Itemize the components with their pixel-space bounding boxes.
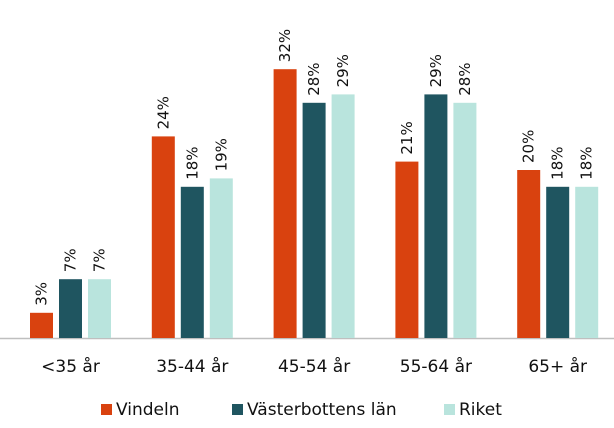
data-label: 24%: [154, 96, 172, 129]
legend-label: Västerbottens län: [247, 400, 397, 420]
bar: [517, 170, 541, 338]
x-tick-label: 55-64 år: [400, 356, 472, 377]
bar: [59, 279, 82, 338]
legend-swatch: [232, 404, 243, 415]
bar: [88, 279, 111, 338]
legend-swatch: [444, 404, 455, 415]
bar: [273, 69, 297, 338]
x-tick-label: 65+ år: [528, 356, 587, 377]
bar: [151, 136, 175, 338]
legend-label: Vindeln: [116, 400, 180, 420]
x-tick-label: 35-44 år: [156, 356, 228, 377]
legend-swatch: [101, 404, 112, 415]
bar: [331, 94, 355, 339]
bar: [424, 94, 448, 339]
data-label: 19%: [212, 138, 230, 171]
data-label: 7%: [91, 248, 109, 272]
bar: [395, 161, 419, 338]
bar: [30, 312, 53, 338]
x-tick-label: <35 år: [41, 356, 100, 377]
bar: [209, 178, 233, 338]
bar: [180, 186, 204, 338]
data-label: 28%: [456, 62, 474, 95]
bar: [453, 102, 477, 338]
data-label: 32%: [276, 29, 294, 62]
data-label: 29%: [334, 54, 352, 87]
data-label: 21%: [398, 121, 416, 154]
data-label: 20%: [520, 130, 538, 163]
data-label: 18%: [183, 146, 201, 179]
data-label: 28%: [305, 62, 323, 95]
legend-label: Riket: [459, 400, 502, 420]
data-label: 3%: [33, 282, 51, 306]
data-label: 29%: [427, 54, 445, 87]
bar: [302, 102, 326, 338]
data-label: 18%: [578, 146, 596, 179]
data-label: 18%: [549, 146, 567, 179]
data-label: 7%: [62, 248, 80, 272]
x-tick-label: 45-54 år: [278, 356, 350, 377]
bar: [546, 186, 570, 338]
bar: [575, 186, 599, 338]
